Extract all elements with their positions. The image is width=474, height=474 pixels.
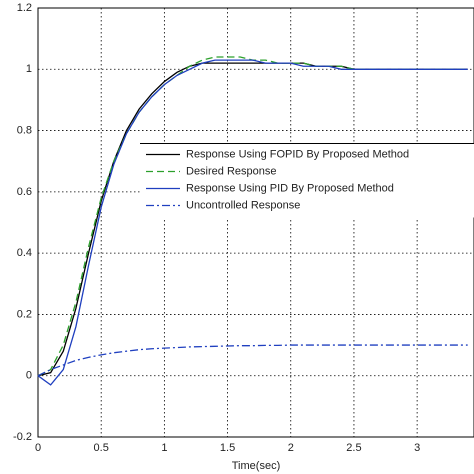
x-tick-label: 2 [288,442,294,454]
legend-label: Response Using PID By Proposed Method [186,182,394,194]
y-tick-label: 1 [26,63,32,75]
y-tick-label: 0.4 [17,247,32,259]
series-line [37,59,468,386]
y-tick-label: 0.8 [17,124,32,136]
plot-frame [37,7,474,438]
y-tick-label: 0.6 [17,186,32,198]
y-tick-label: -0.2 [13,431,32,443]
series-line [37,344,468,377]
x-tick-label: 1.5 [220,442,235,454]
legend-box [140,143,474,218]
x-axis-label: Time(sec) [232,460,280,472]
x-tick-label: 0.5 [94,442,109,454]
x-tick-label: 1 [161,442,167,454]
x-tick-label: 2.5 [346,442,361,454]
y-tick-label: 0.2 [17,308,32,320]
y-tick-label: 0 [26,370,32,382]
y-tick-label: 1.2 [17,2,32,14]
legend-label: Uncontrolled Response [186,199,300,211]
x-tick-label: 3 [414,442,420,454]
x-tick-label: 0 [35,442,41,454]
legend-label: Desired Response [186,165,277,177]
legend-label: Response Using FOPID By Proposed Method [186,148,409,160]
